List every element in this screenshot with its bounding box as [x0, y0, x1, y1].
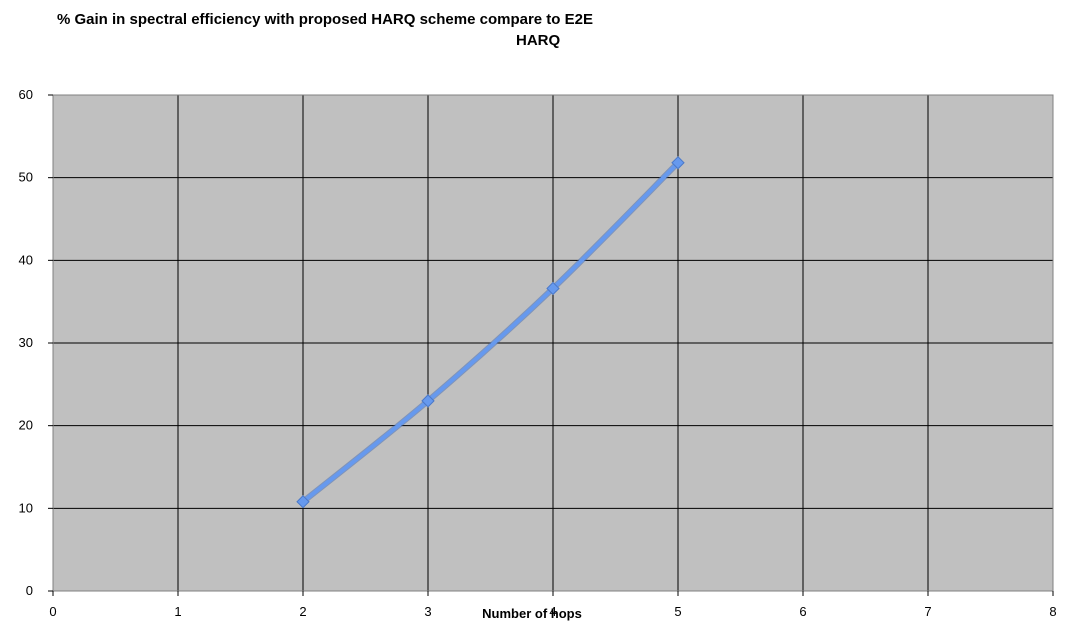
y-tick-label: 30: [19, 335, 33, 350]
x-axis-ticks: 0 1 2 3 4 5 6 7 8: [49, 591, 1057, 619]
x-tick-label: 6: [799, 604, 806, 619]
x-tick-label: 1: [174, 604, 181, 619]
x-tick-label: 7: [924, 604, 931, 619]
x-tick-label: 2: [299, 604, 306, 619]
x-tick-label: 4: [549, 604, 556, 619]
x-tick-label: 3: [424, 604, 431, 619]
chart-title-line-2: HARQ: [516, 32, 560, 49]
x-tick-label: 0: [49, 604, 56, 619]
y-tick-label: 60: [19, 87, 33, 102]
x-tick-label: 8: [1049, 604, 1056, 619]
y-tick-label: 10: [19, 500, 33, 515]
chart-title-line-1: % Gain in spectral efficiency with propo…: [57, 11, 593, 28]
y-tick-label: 0: [26, 583, 33, 598]
y-tick-label: 40: [19, 252, 33, 267]
y-axis-ticks: 0 10 20 30 40 50 60: [19, 87, 53, 598]
series: [296, 156, 685, 509]
x-tick-label: 5: [674, 604, 681, 619]
data-point-marker: [421, 394, 435, 408]
data-point-marker: [546, 281, 560, 296]
data-point-marker: [671, 156, 685, 170]
x-axis-label: Number of hops: [482, 606, 582, 621]
y-tick-label: 50: [19, 170, 33, 185]
plot-area: [52, 94, 1054, 592]
data-point-marker: [296, 495, 310, 509]
y-tick-label: 20: [19, 418, 33, 433]
series-line: [301, 160, 680, 504]
